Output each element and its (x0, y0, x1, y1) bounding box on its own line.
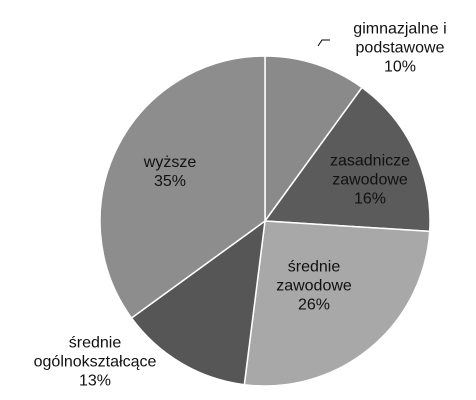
slice-label: wyższe 35% (125, 153, 215, 191)
value-label: 16% (353, 190, 387, 208)
value-label: 13% (78, 372, 112, 390)
category-label: średnie ogólnokształcące (33, 334, 157, 371)
category-label: wyższe (143, 154, 197, 171)
value-label: 35% (153, 173, 187, 190)
value-label: 10% (383, 58, 417, 76)
pie-slice (130, 219, 266, 386)
slice-label: gimnazjalne i podstawowe 10% (340, 20, 460, 77)
pie-slice (263, 86, 431, 233)
category-label: gimnazjalne i podstawowe (353, 20, 447, 57)
leader-line (317, 39, 330, 47)
slice-label: zasadnicze zawodowe 16% (315, 152, 425, 209)
slice-label: średnie zawodowe 26% (264, 258, 364, 315)
category-label: średnie zawodowe (276, 258, 352, 295)
value-label: 26% (297, 296, 331, 314)
pie-slice (99, 55, 266, 320)
category-label: zasadnicze zawodowe (329, 152, 411, 189)
slice-label: średnie ogólnokształcące 13% (10, 334, 180, 391)
pie-slice (243, 220, 431, 387)
pie-slice (264, 55, 364, 224)
